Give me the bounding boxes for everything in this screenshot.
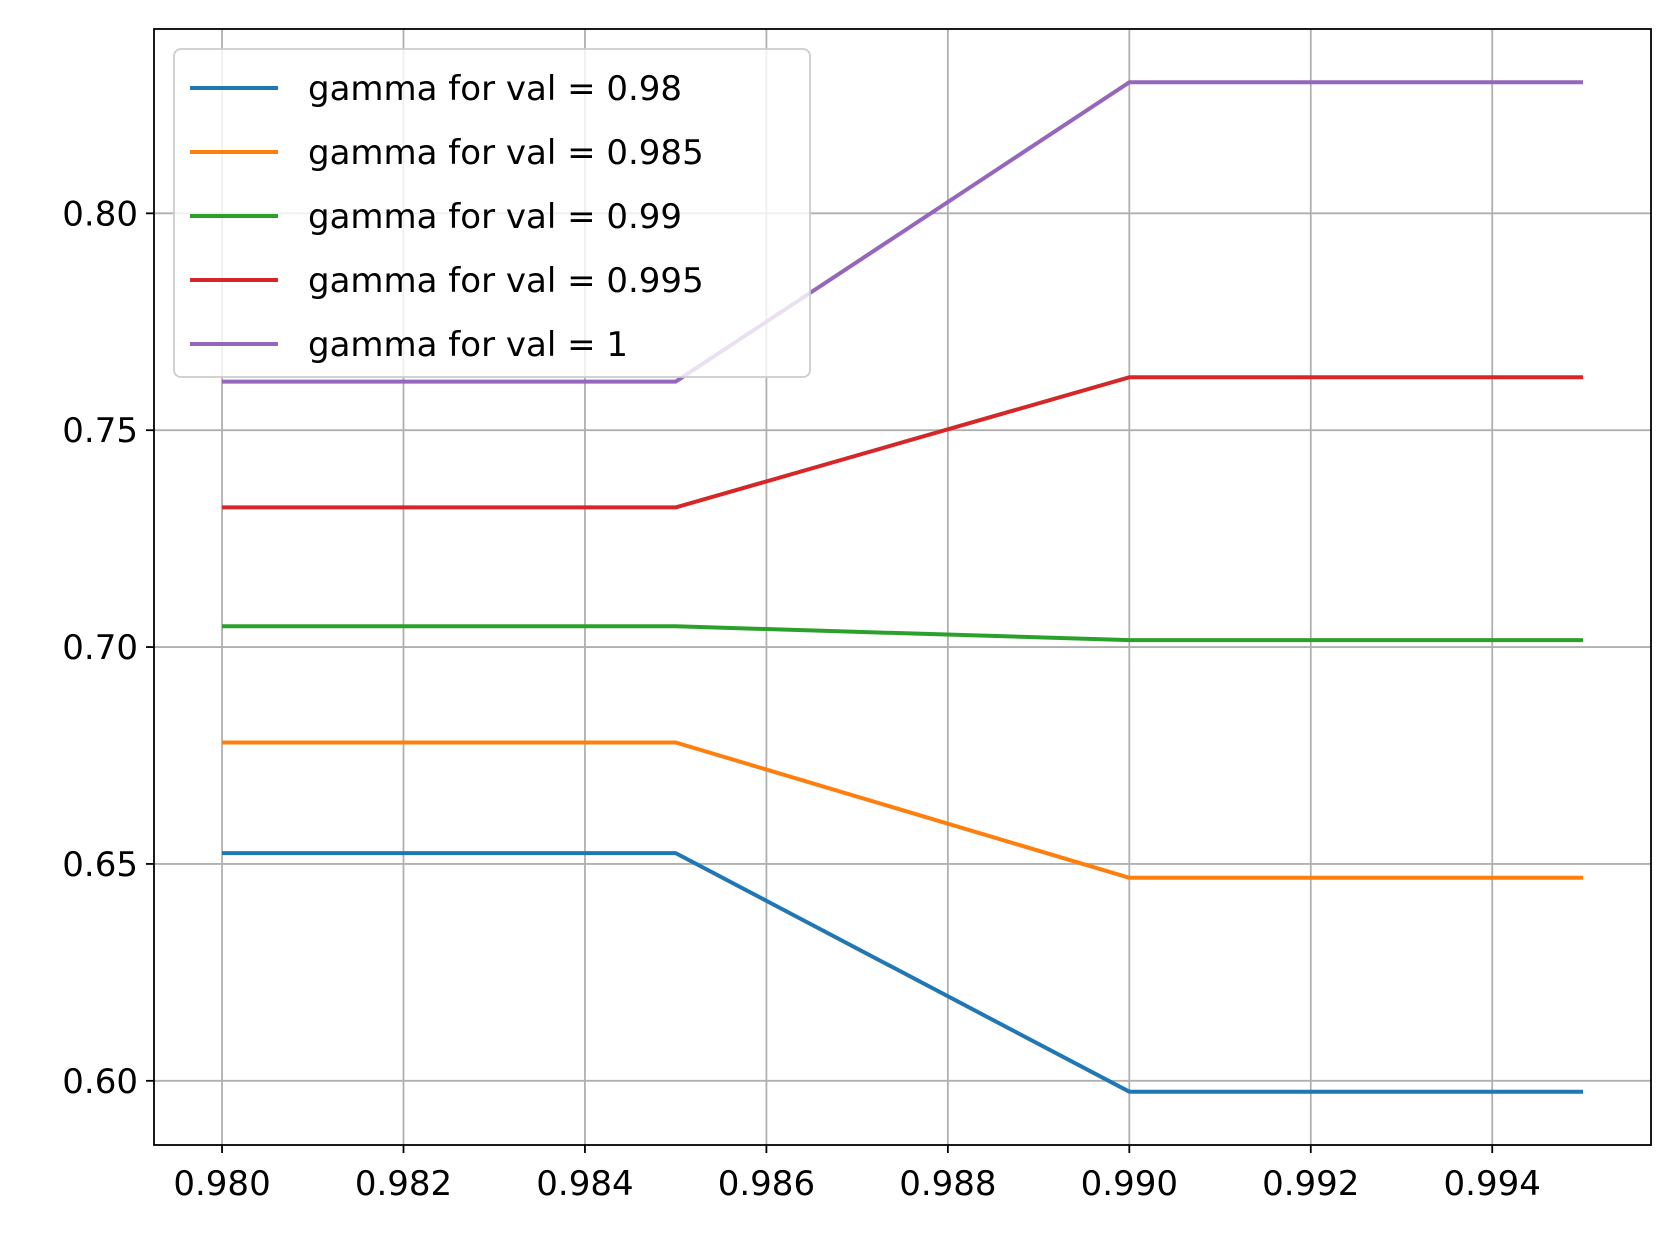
series-line-3	[222, 375, 1583, 510]
y-tick-label: 0.65	[62, 845, 138, 885]
x-tick-label: 0.994	[1444, 1164, 1541, 1204]
legend-box	[173, 48, 811, 378]
y-axis: 0.60 0.65 0.70 0.75 0.80	[62, 194, 154, 1102]
y-tick-label: 0.80	[62, 194, 138, 234]
y-tick-label: 0.75	[62, 411, 138, 451]
x-tick-label: 0.982	[355, 1164, 452, 1204]
plot-frame	[153, 28, 1652, 1146]
x-tick-label: 0.984	[536, 1164, 633, 1204]
x-axis: 0.980 0.982 0.984 0.986 0.988 0.990 0.992 0.994	[173, 1145, 1541, 1204]
y-tick-label: 0.60	[62, 1062, 138, 1102]
x-tick-label: 0.980	[173, 1164, 270, 1204]
y-tick-label: 0.70	[62, 628, 138, 668]
series-group	[222, 80, 1583, 1094]
legend-label: gamma for val = 0.98	[308, 69, 682, 109]
series-line-2	[222, 624, 1583, 643]
legend-label: gamma for val = 0.995	[308, 261, 704, 301]
legend: gamma for val = 0.98 gamma for val = 0.98…	[173, 48, 811, 378]
legend-label: gamma for val = 0.99	[308, 197, 682, 237]
x-tick-label: 0.992	[1262, 1164, 1359, 1204]
x-tick-label: 0.986	[718, 1164, 815, 1204]
x-tick-label: 0.990	[1081, 1164, 1178, 1204]
x-tick-label: 0.988	[899, 1164, 996, 1204]
series-line-0	[222, 851, 1583, 1094]
legend-label: gamma for val = 0.985	[308, 133, 704, 173]
series-line-4	[222, 80, 1583, 384]
legend-label: gamma for val = 1	[308, 325, 628, 365]
series-line-1	[222, 740, 1583, 880]
